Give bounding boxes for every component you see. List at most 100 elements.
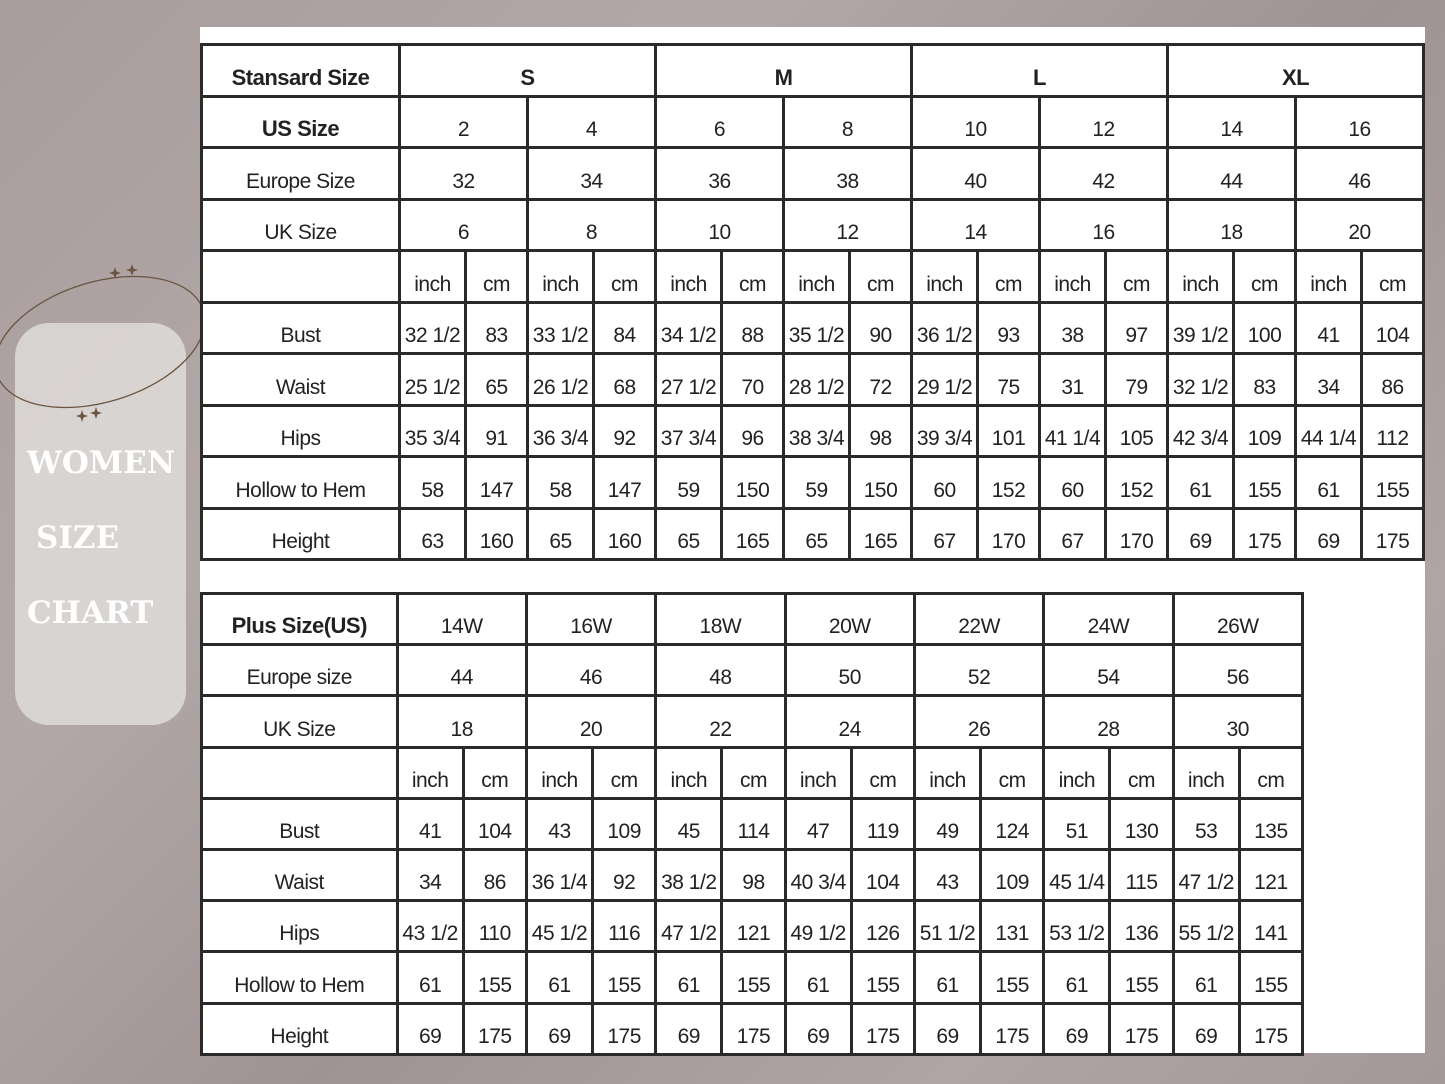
measure-cell: 155 <box>1237 950 1305 1005</box>
measure-cell: 65 <box>526 506 595 561</box>
measure-cell: 86 <box>1360 352 1426 407</box>
measure-row: Hollow to Hem 58 147 58 147 59 150 59 150 60 152 60… <box>200 455 1426 510</box>
size-cell: 20 <box>1294 197 1426 252</box>
measure-cell: 92 <box>591 847 658 903</box>
measure-row: Hips 35 3/4 91 36 3/4 92 37 3/4 96 38 3/4 98 39 3… <box>200 403 1426 458</box>
plus-size-cell: 20W <box>783 591 916 647</box>
measure-cell: 147 <box>464 455 529 510</box>
measure-cell: 109 <box>979 847 1046 903</box>
measure-cell: 75 <box>976 352 1042 407</box>
measure-cell: 155 <box>849 950 916 1005</box>
measure-row: Waist 25 1/2 65 26 1/2 68 27 1/2 70 28 1/2 72 29 … <box>200 352 1426 407</box>
measure-row: Hollow to Hem 61 155 61 155 61 155 61 155 61 155 61… <box>200 950 1305 1005</box>
measure-cell: 41 <box>1294 300 1364 355</box>
unit-row: inch cm inch cm inch cm inch cm inch cm inch cm inch… <box>200 745 1305 800</box>
unit-cell: inch <box>783 745 853 800</box>
unit-cell: inch <box>1042 745 1112 800</box>
measure-cell: 38 3/4 <box>782 403 851 458</box>
unit-cell: inch <box>524 745 595 800</box>
measure-cell: 104 <box>1360 300 1426 355</box>
measure-cell: 175 <box>591 1001 658 1056</box>
size-cell: 52 <box>912 643 1046 698</box>
header-label: Stansard Size <box>200 43 401 98</box>
measure-cell: 67 <box>910 506 980 561</box>
size-cell: 26 <box>912 694 1046 749</box>
measure-cell: 109 <box>591 796 658 851</box>
measure-cell: 97 <box>1104 300 1170 355</box>
size-cell: 16 <box>1038 197 1170 252</box>
measure-cell: 131 <box>979 899 1046 954</box>
plus-size-cell: 14W <box>395 591 528 647</box>
measure-cell: 155 <box>979 950 1046 1005</box>
size-cell: 34 <box>526 146 657 201</box>
measure-row: Bust 41 104 43 109 45 114 47 119 49 124 51 130 53 135 <box>200 796 1305 851</box>
measure-cell: 69 <box>654 1001 724 1056</box>
unit-cell: inch <box>398 249 467 304</box>
measure-cell: 61 <box>654 950 724 1005</box>
measure-cell: 175 <box>461 1001 528 1056</box>
size-row: Europe Size 32 34 36 38 40 42 44 46 <box>200 146 1426 201</box>
measure-cell: 51 1/2 <box>912 899 983 954</box>
measure-cell: 83 <box>464 300 529 355</box>
measure-cell: 28 1/2 <box>782 352 851 407</box>
row-label: Hollow to Hem <box>200 950 399 1005</box>
measure-cell: 45 <box>654 796 724 851</box>
measure-cell: 165 <box>847 506 914 561</box>
measure-cell: 34 <box>1294 352 1364 407</box>
measure-cell: 175 <box>720 1001 787 1056</box>
title-women: WOMEN <box>27 445 176 481</box>
measure-cell: 38 <box>1038 300 1108 355</box>
plus-size-cell: 22W <box>912 591 1046 647</box>
measure-cell: 150 <box>847 455 914 510</box>
measure-cell: 32 1/2 <box>398 300 467 355</box>
measure-cell: 61 <box>1294 455 1364 510</box>
unit-cell: cm <box>720 249 785 304</box>
unit-cell: inch <box>654 249 723 304</box>
measure-cell: 41 1/4 <box>1038 403 1108 458</box>
measure-cell: 36 1/4 <box>524 847 595 903</box>
size-cell: 8 <box>526 197 657 252</box>
measure-cell: 175 <box>1232 506 1298 561</box>
unit-cell: cm <box>979 745 1046 800</box>
measure-cell: 58 <box>526 455 595 510</box>
measure-cell: 93 <box>976 300 1042 355</box>
measure-cell: 47 <box>783 796 853 851</box>
measure-cell: 175 <box>1237 1001 1305 1056</box>
measure-cell: 60 <box>910 455 980 510</box>
measure-cell: 105 <box>1104 403 1170 458</box>
size-cell: 28 <box>1042 694 1175 749</box>
size-cell: 48 <box>654 643 787 698</box>
measure-cell: 39 3/4 <box>910 403 980 458</box>
size-group-m: M <box>653 43 914 98</box>
unit-cell: inch <box>782 249 851 304</box>
measure-row: Hips 43 1/2 110 45 1/2 116 47 1/2 121 49 1/2 126… <box>200 899 1305 954</box>
row-label: Height <box>200 1001 399 1056</box>
size-row: Europe size 44 46 48 50 52 54 56 <box>200 643 1305 698</box>
unit-cell: inch <box>395 745 465 800</box>
measure-cell: 47 1/2 <box>1171 847 1241 903</box>
size-cell: 22 <box>654 694 787 749</box>
header-label: Plus Size(US) <box>200 591 399 647</box>
measure-cell: 47 1/2 <box>654 899 724 954</box>
header-row: Stansard Size S M L XL <box>200 43 1426 98</box>
measure-cell: 34 <box>395 847 465 903</box>
measure-cell: 104 <box>461 796 528 851</box>
title-panel <box>15 323 186 725</box>
measure-cell: 155 <box>461 950 528 1005</box>
size-cell: 38 <box>781 146 914 201</box>
measure-cell: 59 <box>782 455 851 510</box>
measure-cell: 79 <box>1104 352 1170 407</box>
measure-cell: 31 <box>1038 352 1108 407</box>
measure-cell: 175 <box>1360 506 1426 561</box>
measure-cell: 98 <box>720 847 787 903</box>
measure-cell: 104 <box>849 847 916 903</box>
measure-cell: 36 1/2 <box>910 300 980 355</box>
measure-cell: 42 3/4 <box>1166 403 1236 458</box>
measure-cell: 49 1/2 <box>783 899 853 954</box>
measure-cell: 59 <box>654 455 723 510</box>
measure-cell: 69 <box>912 1001 983 1056</box>
unit-cell: cm <box>464 249 529 304</box>
unit-cell: cm <box>1108 745 1175 800</box>
size-cell: 24 <box>783 694 916 749</box>
size-cell: 40 <box>910 146 1042 201</box>
